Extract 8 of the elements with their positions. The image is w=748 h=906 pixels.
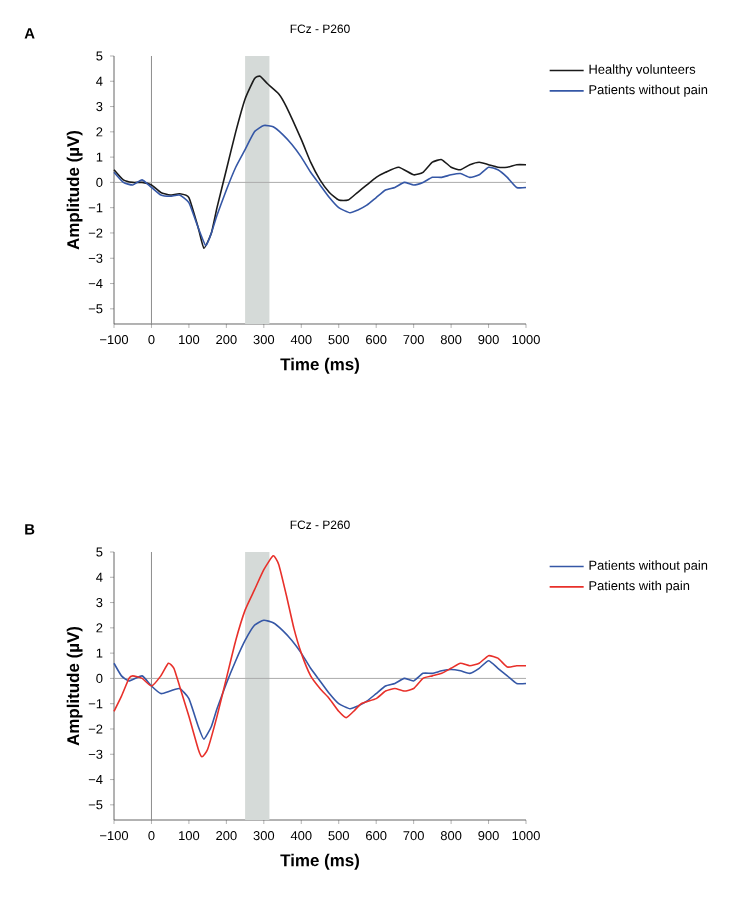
line-series — [113, 554, 527, 758]
line-series — [113, 124, 527, 247]
line-series — [113, 75, 527, 249]
y-axis-title: Amplitude (µV) — [66, 130, 83, 250]
x-axis-title: Time (ms) — [280, 853, 359, 870]
line-series — [113, 619, 527, 740]
y-axis-title: Amplitude (µV) — [66, 626, 83, 746]
x-axis-title: Time (ms) — [280, 357, 359, 374]
